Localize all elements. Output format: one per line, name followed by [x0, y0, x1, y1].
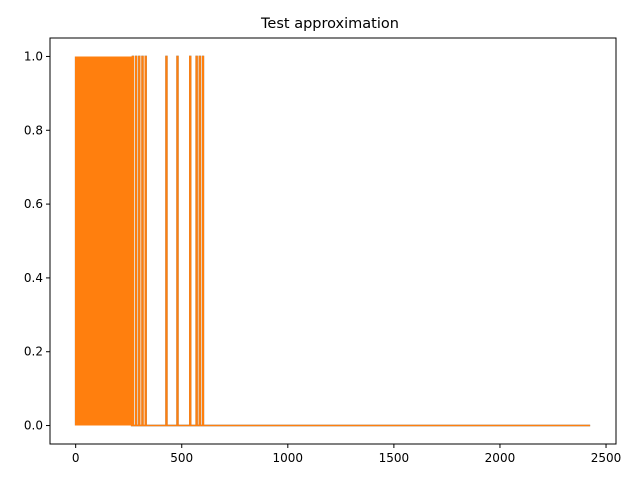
- axes-frame: [49, 37, 617, 445]
- y-tick-label: 0.8: [24, 123, 43, 137]
- x-tick-label: 1000: [273, 451, 304, 465]
- x-tick-label: 0: [72, 451, 80, 465]
- y-tick-label: 1.0: [24, 49, 43, 63]
- chart-title: Test approximation: [260, 16, 399, 32]
- y-tick-label: 0.0: [24, 419, 43, 433]
- y-tick-label: 0.2: [24, 345, 43, 359]
- x-tick-label: 2500: [591, 451, 622, 465]
- x-tick-label: 1500: [379, 451, 410, 465]
- series-line-2: [74, 55, 591, 427]
- y-tick-label: 0.6: [24, 197, 43, 211]
- x-axis: 0 500 1000 1500 2000 2500: [72, 444, 621, 465]
- x-tick-label: 2000: [485, 451, 516, 465]
- y-axis: 0.0 0.2 0.4 0.6 0.8 1.0: [24, 49, 50, 433]
- y-tick-label: 0.4: [24, 271, 43, 285]
- x-tick-label: 500: [170, 451, 193, 465]
- plot-area: [74, 55, 591, 427]
